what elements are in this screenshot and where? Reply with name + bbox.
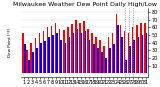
- Bar: [71, 24, 73, 73]
- Bar: [138, 37, 139, 73]
- Bar: [93, 44, 95, 73]
- Bar: [146, 33, 147, 73]
- Bar: [39, 33, 40, 73]
- Bar: [99, 40, 101, 73]
- Bar: [142, 35, 143, 73]
- Bar: [87, 29, 89, 73]
- Bar: [120, 25, 121, 73]
- Bar: [124, 31, 125, 73]
- Bar: [79, 23, 81, 73]
- Bar: [112, 33, 113, 73]
- Bar: [59, 29, 60, 73]
- Title: Milwaukee Weather Dew Point Daily High/Low: Milwaukee Weather Dew Point Daily High/L…: [13, 2, 157, 7]
- Bar: [108, 37, 109, 73]
- Bar: [140, 23, 142, 73]
- Bar: [44, 41, 46, 73]
- Bar: [52, 35, 54, 73]
- Bar: [56, 33, 58, 73]
- Bar: [22, 33, 24, 73]
- Bar: [35, 38, 36, 73]
- Bar: [51, 26, 52, 73]
- Bar: [109, 48, 111, 73]
- Bar: [63, 30, 64, 73]
- Bar: [136, 25, 138, 73]
- Bar: [133, 40, 135, 73]
- Bar: [97, 48, 99, 73]
- Bar: [55, 23, 56, 73]
- Bar: [47, 27, 48, 73]
- Bar: [89, 40, 91, 73]
- Bar: [36, 48, 38, 73]
- Bar: [77, 29, 78, 73]
- Bar: [116, 14, 117, 73]
- Bar: [32, 52, 34, 73]
- Bar: [64, 43, 66, 73]
- Bar: [129, 46, 131, 73]
- Bar: [67, 27, 69, 73]
- Bar: [132, 27, 133, 73]
- Bar: [101, 52, 103, 73]
- Bar: [91, 33, 93, 73]
- Bar: [121, 37, 123, 73]
- Bar: [24, 44, 26, 73]
- Bar: [95, 37, 97, 73]
- Bar: [81, 33, 82, 73]
- Bar: [48, 37, 50, 73]
- Bar: [83, 21, 85, 73]
- Bar: [28, 60, 30, 73]
- Bar: [26, 50, 28, 73]
- Bar: [104, 46, 105, 73]
- Bar: [31, 43, 32, 73]
- Bar: [85, 31, 86, 73]
- Bar: [144, 23, 146, 73]
- Bar: [125, 60, 127, 73]
- Bar: [73, 33, 74, 73]
- Bar: [43, 31, 44, 73]
- Bar: [113, 44, 115, 73]
- Text: Dew Point (°F): Dew Point (°F): [8, 28, 12, 57]
- Bar: [128, 33, 129, 73]
- Bar: [40, 43, 42, 73]
- Bar: [105, 58, 107, 73]
- Bar: [117, 25, 119, 73]
- Bar: [75, 20, 77, 73]
- Bar: [69, 37, 70, 73]
- Bar: [60, 40, 62, 73]
